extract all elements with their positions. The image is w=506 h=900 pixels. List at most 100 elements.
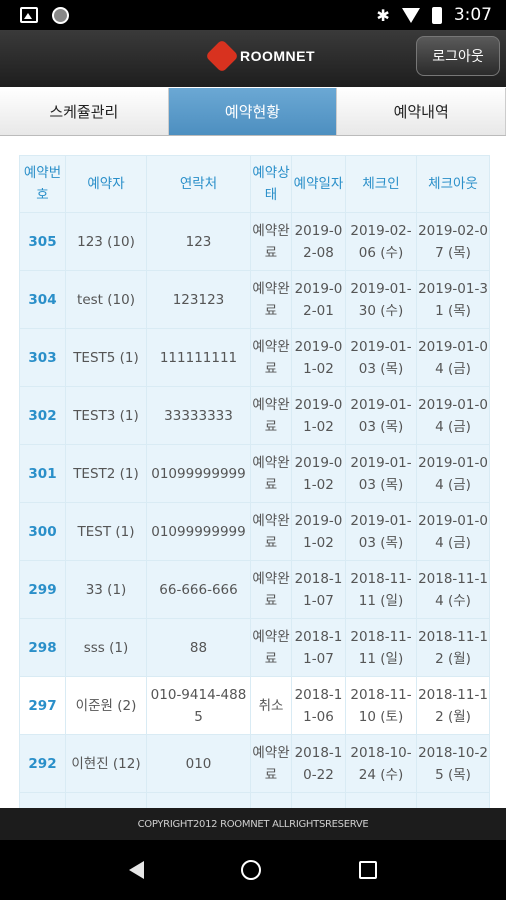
cell-guest: TEST5 (1) xyxy=(65,328,147,387)
logo-text: ROOMNET xyxy=(240,48,316,64)
cell-checkout: 2019-02-07 (목) xyxy=(416,212,490,271)
cell-status: 예약완료 xyxy=(250,270,292,329)
col-header-guest: 예약자 xyxy=(65,155,147,213)
cell-date: 2018-10-22 xyxy=(291,734,346,793)
col-header-checkout: 체크아웃 xyxy=(416,155,490,213)
table-row[interactable]: 305 123 (10) 123 예약완료 2019-02-08 2019-02-06 (… xyxy=(19,212,490,271)
wifi-icon xyxy=(401,7,420,23)
cell-checkout: 2019-01-31 (목) xyxy=(416,270,490,329)
table-row[interactable]: 299 33 (1) 66-666-666 예약완료 2018-11-07 2018-11… xyxy=(19,560,490,619)
cell-guest: 이현진 xyxy=(65,792,147,808)
cell-checkin: 2018-11-11 (일) xyxy=(345,560,417,619)
col-header-checkin: 체크인 xyxy=(345,155,417,213)
col-header-date: 예약일자 xyxy=(291,155,346,213)
cell-guest: TEST3 (1) xyxy=(65,386,147,445)
table-row[interactable]: 303 TEST5 (1) 111111111 예약완료 2019-01-02 2019-… xyxy=(19,328,490,387)
cell-phone: 01099999999 xyxy=(146,444,251,503)
cell-number[interactable]: 303 xyxy=(19,328,66,387)
cell-checkin: 2019-01-03 (목) xyxy=(345,502,417,561)
cell-phone: 66-666-666 xyxy=(146,560,251,619)
clock: 3:07 xyxy=(453,5,492,25)
copyright-footer: COPYRIGHT2012 ROOMNET ALLRIGHTSRESERVE xyxy=(0,808,506,840)
cell-status: 예약완료 xyxy=(250,618,292,677)
cell-guest: TEST (1) xyxy=(65,502,147,561)
cell-checkin: 2018-11-11 (일) xyxy=(345,618,417,677)
cell-guest: TEST2 (1) xyxy=(65,444,147,503)
cell-status: 예약완료 xyxy=(250,212,292,271)
cell-number[interactable]: 284 xyxy=(19,792,66,808)
cell-status: 예약완료 xyxy=(250,734,292,793)
cell-phone: 010-9414-4885 xyxy=(146,676,251,735)
col-header-phone: 연락처 xyxy=(146,155,251,213)
cell-status: 예약 xyxy=(250,792,292,808)
cell-date: 2019-01-02 xyxy=(291,328,346,387)
tab-bar: 스케쥴관리 예약현황 예약내역 xyxy=(0,88,506,136)
cell-checkin: 2019-01-03 (목) xyxy=(345,386,417,445)
table-row[interactable]: 292 이현진 (12) 010 예약완료 2018-10-22 2018-10-24 (… xyxy=(19,734,490,793)
cell-phone: 111111111 xyxy=(146,328,251,387)
cell-checkout: 2018-10-25 (목) xyxy=(416,734,490,793)
cell-checkout: 2019-01-04 (금) xyxy=(416,502,490,561)
cell-date: 2018-11-07 xyxy=(291,560,346,619)
cell-status: 예약완료 xyxy=(250,502,292,561)
cell-guest: test (10) xyxy=(65,270,147,329)
cell-number[interactable]: 292 xyxy=(19,734,66,793)
cell-guest: 이준원 (2) xyxy=(65,676,147,735)
cell-phone: 123123 xyxy=(146,270,251,329)
cell-date: 2019-01-02 xyxy=(291,444,346,503)
table-row[interactable]: 304 test (10) 123123 예약완료 2019-02-01 2019-01-… xyxy=(19,270,490,329)
logout-button[interactable]: 로그아웃 xyxy=(416,36,500,76)
cell-status: 예약완료 xyxy=(250,328,292,387)
cell-number[interactable]: 302 xyxy=(19,386,66,445)
table-header-row: 예약번호 예약자 연락처 예약상태 예약일자 체크인 체크아웃 xyxy=(19,155,490,213)
table-row[interactable]: 298 sss (1) 88 예약완료 2018-11-07 2018-11-11 (일)… xyxy=(19,618,490,677)
cell-checkout: 2018-11-14 (수) xyxy=(416,560,490,619)
cell-number[interactable]: 297 xyxy=(19,676,66,735)
col-header-status: 예약상태 xyxy=(250,155,292,213)
logo-mark-icon xyxy=(205,39,239,73)
cell-checkout: 2018-11-12 (월) xyxy=(416,618,490,677)
circle-notification-icon xyxy=(52,6,69,24)
cell-phone: 010 xyxy=(146,792,251,808)
cell-guest: 33 (1) xyxy=(65,560,147,619)
tab-reservation-history[interactable]: 예약내역 xyxy=(337,88,506,135)
col-header-number: 예약번호 xyxy=(19,155,66,213)
cell-checkin: 2019-01-03 (목) xyxy=(345,444,417,503)
table-row[interactable]: 300 TEST (1) 01099999999 예약완료 2019-01-02 2019… xyxy=(19,502,490,561)
cell-number[interactable]: 301 xyxy=(19,444,66,503)
cell-checkout: 2019-01-04 (금) xyxy=(416,328,490,387)
cell-phone: 01099999999 xyxy=(146,502,251,561)
app-header: ROOMNET 로그아웃 xyxy=(0,30,506,87)
cell-status: 취소 xyxy=(250,676,292,735)
cell-guest: sss (1) xyxy=(65,618,147,677)
cell-checkout: 2019-01-04 (금) xyxy=(416,386,490,445)
reservation-list[interactable]: 예약번호 예약자 연락처 예약상태 예약일자 체크인 체크아웃 305 123 (… xyxy=(0,136,506,808)
table-row[interactable]: 297 이준원 (2) 010-9414-4885 취소 2018-11-06 2018-… xyxy=(19,676,490,735)
cell-phone: 010 xyxy=(146,734,251,793)
image-notification-icon xyxy=(20,7,38,23)
cell-checkout: 2018-10- xyxy=(416,792,490,808)
cell-checkout: 2018-11-12 (월) xyxy=(416,676,490,735)
back-icon[interactable] xyxy=(128,861,144,879)
cell-date: 2018-11-07 xyxy=(291,618,346,677)
table-row[interactable]: 301 TEST2 (1) 01099999999 예약완료 2019-01-02 201… xyxy=(19,444,490,503)
home-icon[interactable] xyxy=(241,860,262,880)
cell-checkout: 2019-01-04 (금) xyxy=(416,444,490,503)
cell-checkin: 2019-01-30 (수) xyxy=(345,270,417,329)
cell-number[interactable]: 300 xyxy=(19,502,66,561)
table-row[interactable]: 284이현진010예약2018-2018-10-2018-10- xyxy=(19,792,490,808)
recent-apps-icon[interactable] xyxy=(359,861,378,879)
cell-number[interactable]: 298 xyxy=(19,618,66,677)
tab-reservation-status[interactable]: 예약현황 xyxy=(168,88,338,135)
cell-checkin: 2019-02-06 (수) xyxy=(345,212,417,271)
table-row[interactable]: 302 TEST3 (1) 33333333 예약완료 2019-01-02 2019-0… xyxy=(19,386,490,445)
cell-guest: 이현진 (12) xyxy=(65,734,147,793)
cell-checkin: 2018-10- xyxy=(345,792,417,808)
tab-schedule-management[interactable]: 스케쥴관리 xyxy=(0,88,169,135)
reservation-table: 예약번호 예약자 연락처 예약상태 예약일자 체크인 체크아웃 305 123 (… xyxy=(19,155,490,808)
cell-number[interactable]: 304 xyxy=(19,270,66,329)
cell-number[interactable]: 299 xyxy=(19,560,66,619)
cell-date: 2019-01-02 xyxy=(291,386,346,445)
cell-checkin: 2018-11-10 (토) xyxy=(345,676,417,735)
cell-number[interactable]: 305 xyxy=(19,212,66,271)
